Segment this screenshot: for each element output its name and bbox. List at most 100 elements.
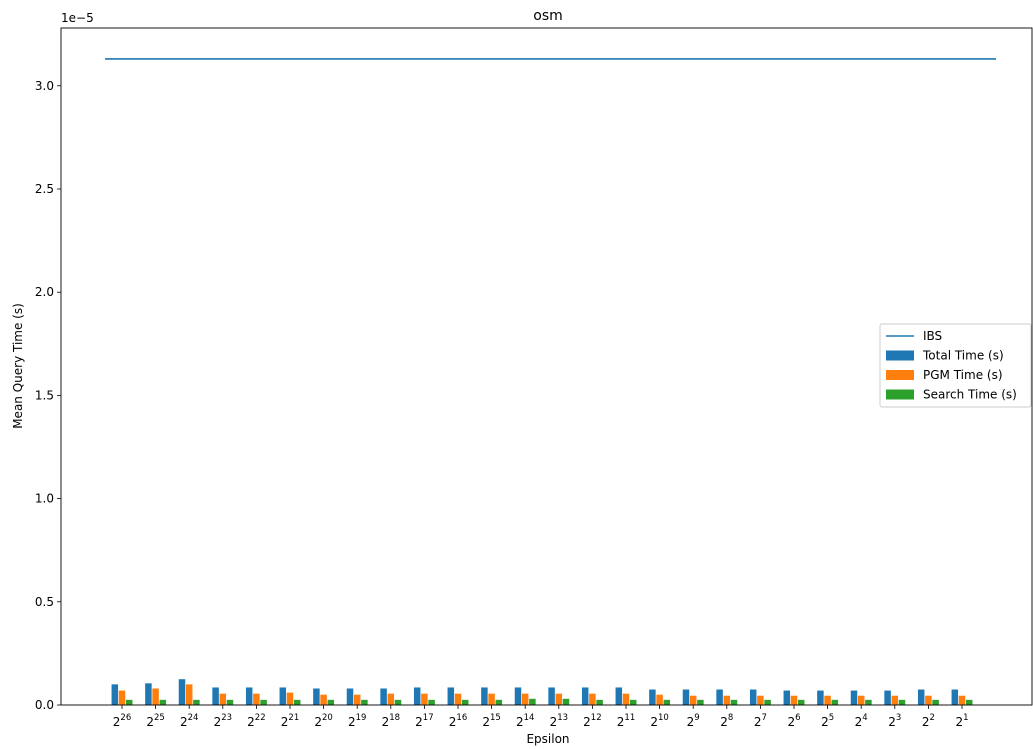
bar-2 <box>689 695 697 705</box>
bar-3 <box>697 699 704 705</box>
bar-1 <box>245 687 253 705</box>
bar-3 <box>596 699 603 705</box>
bar-1 <box>313 688 320 705</box>
bar-1 <box>682 689 690 705</box>
bar-1 <box>346 688 354 705</box>
legend-label-ibs: IBS <box>923 329 942 343</box>
bar-2 <box>857 695 865 705</box>
bar-2 <box>152 688 159 705</box>
y-tick-label: 2.5 <box>35 182 54 196</box>
bar-2 <box>656 694 663 705</box>
y-axis: 0.0 0.5 1.0 1.5 2.0 2.5 3.0 <box>35 79 61 712</box>
bar-3 <box>260 699 267 705</box>
bar-1 <box>783 690 791 705</box>
bar-2 <box>521 693 529 705</box>
bar-2 <box>387 693 395 705</box>
bar-3 <box>293 699 301 705</box>
bar-2 <box>454 693 462 705</box>
bar-1 <box>884 690 891 705</box>
bar-2 <box>353 694 361 705</box>
bar-3 <box>764 699 771 705</box>
bar-3 <box>865 699 872 705</box>
bar-1 <box>447 687 455 705</box>
bar-1 <box>615 687 623 705</box>
y-tick-label: 1.0 <box>35 492 54 506</box>
bar-3 <box>327 699 335 705</box>
bar-2 <box>320 694 327 705</box>
x-tick-label: 219 <box>348 713 366 729</box>
bar-2 <box>622 693 630 705</box>
x-tick-label: 24 <box>855 713 868 729</box>
bar-1 <box>380 688 387 705</box>
bar-3 <box>932 699 939 705</box>
legend-label-3: Search Time (s) <box>923 388 1017 402</box>
bar-3 <box>663 699 671 705</box>
x-tick-label: 21 <box>955 713 968 729</box>
bar-1 <box>413 687 421 705</box>
x-tick-label: 221 <box>281 713 299 729</box>
legend-label-2: PGM Time (s) <box>923 368 1003 382</box>
x-tick-label: 212 <box>583 713 601 729</box>
bar-1 <box>145 683 152 705</box>
bar-3 <box>797 699 805 705</box>
y-tick-label: 1.5 <box>35 388 54 402</box>
bar-3 <box>562 698 570 705</box>
bar-1 <box>212 687 219 705</box>
bar-3 <box>730 699 738 705</box>
bar-1 <box>716 689 723 705</box>
bar-3 <box>159 699 167 705</box>
plot-frame <box>60 27 1033 706</box>
x-tick-label: 215 <box>482 713 500 729</box>
x-tick-label: 23 <box>888 713 901 729</box>
bar-2 <box>958 695 966 705</box>
bar-3 <box>529 698 536 705</box>
bar-2 <box>824 695 831 705</box>
x-tick-label: 29 <box>687 713 700 729</box>
bar-3 <box>629 699 637 705</box>
bar-3 <box>193 699 200 705</box>
bar-1 <box>279 687 287 705</box>
bar-3 <box>898 699 906 705</box>
bar-1 <box>548 687 555 705</box>
bar-3 <box>965 699 973 705</box>
bar-1 <box>850 690 858 705</box>
x-tick-label: 210 <box>650 713 668 729</box>
legend-label-1: Total Time (s) <box>922 349 1004 363</box>
bar-1 <box>649 689 656 705</box>
legend-swatch-3 <box>886 389 914 400</box>
y-offset-label: 1e−5 <box>61 11 94 25</box>
x-tick-label: 222 <box>247 713 265 729</box>
bar-3 <box>428 699 435 705</box>
bar-2 <box>723 695 731 705</box>
y-tick-label: 3.0 <box>35 79 54 93</box>
x-axis: 226 225 224 223 222 221 220 219 218 217 216 215 214 2… <box>113 705 969 729</box>
x-tick-label: 22 <box>922 713 935 729</box>
x-tick-label: 217 <box>415 713 433 729</box>
bar-2 <box>757 695 764 705</box>
legend: IBS Total Time (s) PGM Time (s) Search Time… <box>879 323 1032 408</box>
x-tick-label: 214 <box>516 713 534 729</box>
bar-3 <box>226 699 234 705</box>
x-tick-label: 213 <box>550 713 568 729</box>
bar-2 <box>589 693 596 705</box>
bar-2 <box>891 695 899 705</box>
x-tick-label: 220 <box>314 713 332 729</box>
bar-2 <box>421 693 428 705</box>
bar-1 <box>749 689 757 705</box>
x-tick-label: 225 <box>146 713 164 729</box>
bar-1 <box>951 689 959 705</box>
bar-3 <box>495 699 503 705</box>
bar-3 <box>394 699 402 705</box>
bar-1 <box>111 684 119 705</box>
x-tick-label: 224 <box>180 713 198 729</box>
bar-1 <box>581 687 589 705</box>
bar-2 <box>118 690 126 705</box>
y-tick-label: 2.0 <box>35 285 54 299</box>
bar-2 <box>219 693 227 705</box>
bar-2 <box>185 684 193 705</box>
bar-1 <box>514 687 522 705</box>
bar-2 <box>555 693 563 705</box>
x-tick-label: 27 <box>754 713 767 729</box>
